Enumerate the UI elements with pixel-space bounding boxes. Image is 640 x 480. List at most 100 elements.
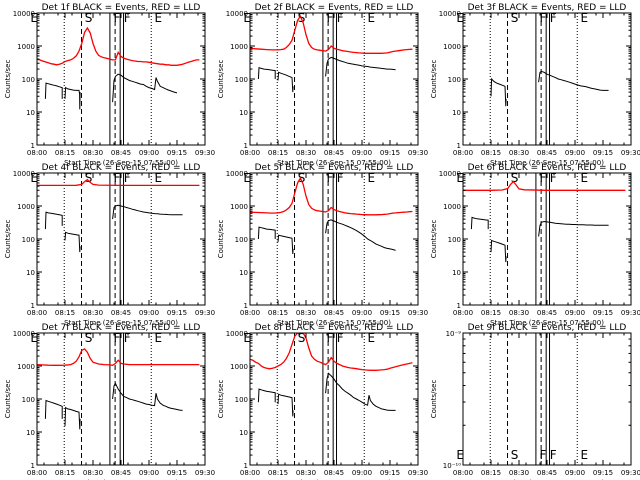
events-series-line-2 <box>112 204 183 220</box>
plot-frame <box>462 12 632 146</box>
plot-frame <box>36 332 206 466</box>
y-tick-label: 10000 <box>13 10 35 18</box>
x-tick-label: 08:15 <box>481 469 501 477</box>
marker-label-s: S <box>85 331 93 345</box>
marker-label-e: E <box>580 448 588 462</box>
marker-label-e: E <box>367 331 375 345</box>
x-tick-label: 09:00 <box>565 309 585 317</box>
x-tick-label: 09:00 <box>139 309 159 317</box>
panel-det-8f: Det 8f BLACK = Events, RED = LLD Counts/s… <box>217 323 428 480</box>
x-tick-label: 08:30 <box>83 309 103 317</box>
x-tick-label: 08:00 <box>453 149 473 157</box>
marker-label-f: F <box>337 11 344 25</box>
marker-label-e: E <box>154 331 162 345</box>
x-tick-label: 08:30 <box>509 469 529 477</box>
x-tick-label: 09:15 <box>593 469 613 477</box>
y-tick-label: 10 <box>26 269 35 277</box>
y-tick-label: 10000 <box>226 330 248 338</box>
x-tick-label: 09:15 <box>380 309 400 317</box>
y-tick-label: 10000 <box>226 170 248 178</box>
y-tick-label: 10⁻⁹ <box>446 330 462 338</box>
y-tick-label: 1 <box>31 142 35 150</box>
x-tick-label: 08:45 <box>324 309 344 317</box>
marker-label-e: E <box>30 171 38 185</box>
y-tick-label: 10 <box>452 269 461 277</box>
y-tick-label: 1 <box>457 302 461 310</box>
y-tick-label: 1 <box>244 462 248 470</box>
marker-label-f: F <box>326 171 333 185</box>
x-tick-label: 08:30 <box>296 149 316 157</box>
x-tick-label: 09:15 <box>380 149 400 157</box>
x-tick-label: 08:15 <box>481 309 501 317</box>
events-series-line-1 <box>277 234 294 255</box>
marker-label-e: E <box>367 171 375 185</box>
panel-det-6f: Det 6f BLACK = Events, RED = LLD Counts/s… <box>430 163 640 327</box>
marker-label-f: F <box>124 11 131 25</box>
lld-series-line-0 <box>37 26 200 66</box>
panel-det-9f: Det 9f BLACK = Events, RED = LLD Counts/s… <box>430 323 640 480</box>
marker-label-f: F <box>539 171 546 185</box>
y-tick-label: 1000 <box>230 203 248 211</box>
panel-det-5f: Det 5f BLACK = Events, RED = LLD Counts/s… <box>217 163 428 327</box>
events-series-line-1 <box>277 393 294 417</box>
y-tick-label: 1 <box>244 302 248 310</box>
y-tick-label: 10⁻¹⁰ <box>443 462 461 470</box>
panel-title: Det 5f BLACK = Events, RED = LLD <box>255 163 414 173</box>
y-tick-label: 10 <box>239 269 248 277</box>
x-tick-label: 09:30 <box>195 149 215 157</box>
y-axis-label: Counts/sec <box>4 380 12 419</box>
x-tick-label: 09:00 <box>139 149 159 157</box>
x-tick-label: 09:30 <box>621 149 640 157</box>
y-tick-label: 100 <box>22 396 35 404</box>
panel-title: Det 2f BLACK = Events, RED = LLD <box>255 3 414 13</box>
x-tick-label: 08:00 <box>453 309 473 317</box>
events-series-line-0 <box>44 399 63 419</box>
y-tick-label: 10 <box>26 429 35 437</box>
x-tick-label: 09:15 <box>167 469 187 477</box>
x-tick-label: 08:45 <box>324 469 344 477</box>
x-axis-label: Start Time (26-Sep-15 07:55:00) <box>490 159 604 167</box>
y-tick-label: 10000 <box>226 10 248 18</box>
panel-det-4f: Det 4f BLACK = Events, RED = LLD Counts/s… <box>4 163 215 327</box>
events-series-line-2 <box>112 73 178 103</box>
events-series-line-1 <box>64 406 81 430</box>
y-tick-label: 1000 <box>443 43 461 51</box>
y-tick-label: 100 <box>22 236 35 244</box>
events-series-line-2 <box>325 56 396 77</box>
marker-label-e: E <box>154 11 162 25</box>
marker-label-s: S <box>511 11 519 25</box>
panel-title: Det 4f BLACK = Events, RED = LLD <box>42 163 201 173</box>
marker-label-f: F <box>113 171 120 185</box>
lld-series-line-0 <box>250 176 413 216</box>
y-tick-label: 1000 <box>443 203 461 211</box>
marker-label-e: E <box>456 11 464 25</box>
events-series-line-1 <box>277 71 294 93</box>
marker-label-e: E <box>30 331 38 345</box>
marker-label-s: S <box>511 448 519 462</box>
marker-label-f: F <box>124 331 131 345</box>
marker-label-f: F <box>124 171 131 185</box>
y-tick-label: 1000 <box>17 203 35 211</box>
marker-label-e: E <box>456 171 464 185</box>
marker-label-s: S <box>85 11 93 25</box>
x-tick-label: 08:30 <box>296 469 316 477</box>
marker-label-e: E <box>367 11 375 25</box>
y-tick-label: 1 <box>31 462 35 470</box>
x-tick-label: 08:30 <box>296 309 316 317</box>
x-tick-label: 08:15 <box>55 149 75 157</box>
y-axis-label: Counts/sec <box>217 60 225 99</box>
y-axis-label: Counts/sec <box>430 380 438 419</box>
marker-label-f: F <box>539 448 546 462</box>
y-axis-label: Counts/sec <box>430 60 438 99</box>
y-tick-label: 1000 <box>230 43 248 51</box>
y-axis-label: Counts/sec <box>217 380 225 419</box>
x-tick-label: 08:30 <box>509 309 529 317</box>
x-tick-label: 09:30 <box>408 309 428 317</box>
events-series-line-0 <box>44 211 63 230</box>
x-tick-label: 08:45 <box>111 469 131 477</box>
events-series-line-2 <box>325 372 396 411</box>
x-tick-label: 08:00 <box>27 309 47 317</box>
x-tick-label: 09:00 <box>139 469 159 477</box>
x-tick-label: 08:15 <box>268 469 288 477</box>
y-tick-label: 10 <box>239 109 248 117</box>
